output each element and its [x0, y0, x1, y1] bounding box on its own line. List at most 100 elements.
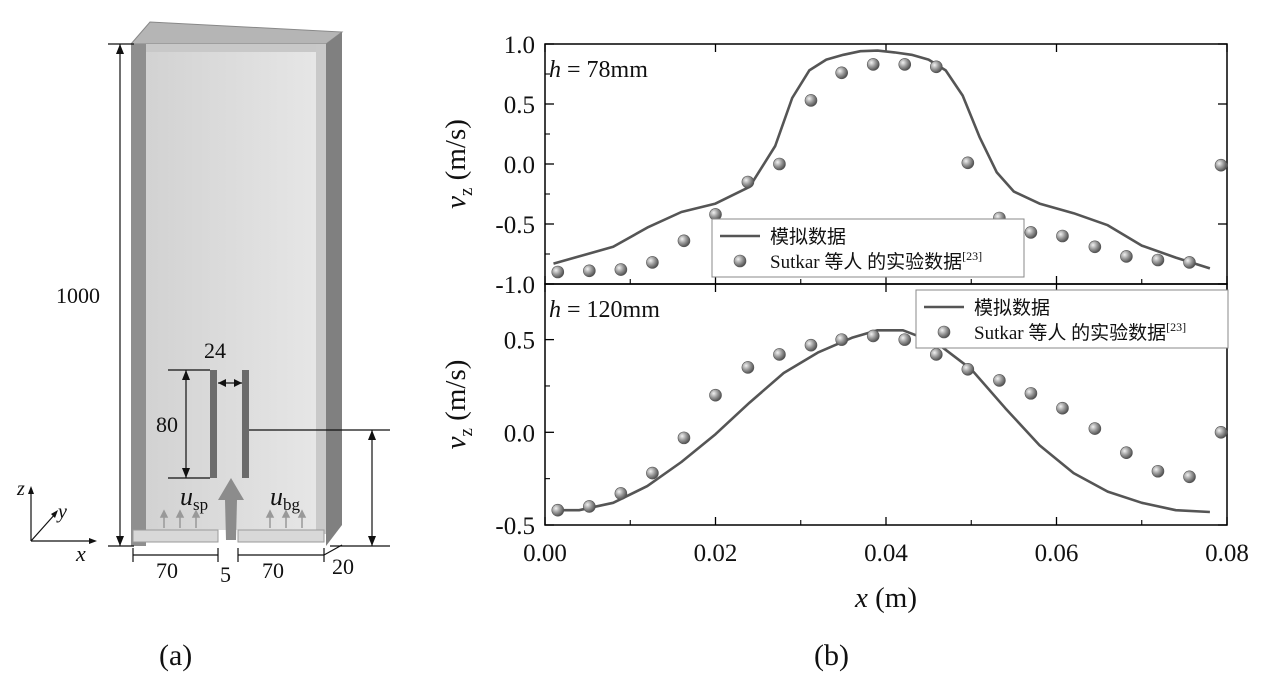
data-point-experiment [1214, 158, 1228, 172]
x-tick-label: 0.02 [694, 540, 738, 567]
column-left-wall [131, 44, 146, 546]
data-point-experiment [1214, 426, 1228, 439]
data-point-experiment [583, 500, 596, 513]
label-u-sp: usp [180, 482, 208, 514]
data-point-experiment [1056, 401, 1069, 415]
legend-box [915, 289, 1229, 349]
panel-height-annotation: h = 78mm [549, 57, 648, 83]
legend-label-simulation: 模拟数据 [974, 297, 1050, 319]
data-point-experiment [993, 374, 1006, 387]
series-line-simulation [553, 49, 1211, 270]
x-tick-label: 0.04 [864, 540, 908, 567]
data-point-experiment [741, 361, 755, 374]
column-inner-back [146, 52, 316, 530]
panel-b-label: (b) [814, 639, 849, 672]
data-point-experiment [709, 388, 722, 402]
column-schematic [129, 21, 344, 546]
data-point-experiment [866, 58, 880, 71]
data-point-experiment [583, 264, 596, 278]
background-flow-arrows [159, 509, 307, 528]
data-point-experiment [551, 265, 565, 279]
data-point-experiment [551, 503, 565, 517]
data-point-experiment [835, 66, 848, 80]
data-point-experiment [1024, 226, 1038, 239]
series-line-simulation [553, 329, 1210, 514]
coordinate-triad [30, 489, 94, 542]
y-tick-label: 0.5 [504, 328, 535, 355]
data-point-experiment [614, 487, 628, 500]
legend-label-experiment: Sutkar 等人 的实验数据[23] [770, 249, 982, 273]
data-point-experiment [961, 156, 975, 170]
data-point-experiment [1183, 470, 1196, 484]
axis-x-label: x [75, 541, 86, 566]
legend-marker-swatch [733, 254, 747, 268]
dim-depth-20: 20 [332, 554, 354, 579]
data-point-experiment [804, 94, 818, 107]
data-point-experiment [866, 329, 880, 343]
data-point-experiment [1088, 422, 1102, 435]
dim-nozzle-width-5: 5 [220, 562, 231, 587]
baffle-left [210, 370, 217, 478]
data-point-experiment [1183, 256, 1196, 269]
sparger-jet-arrow [218, 478, 244, 540]
data-point-experiment [1056, 229, 1069, 243]
dimension-lines [108, 43, 390, 562]
data-point-experiment [646, 256, 659, 269]
data-point-experiment [1120, 446, 1133, 460]
column-bottom-right [237, 529, 325, 543]
x-tick-label: 0.00 [523, 540, 567, 567]
y-tick-label: 0.0 [504, 420, 535, 447]
column-bottom-left [132, 529, 219, 543]
dim-right-width-70: 70 [262, 558, 284, 583]
column-right-wall-front [316, 44, 326, 534]
data-point-experiment [898, 58, 912, 71]
x-axis-title: x (m) [854, 582, 917, 614]
data-point-experiment [961, 362, 975, 376]
y-tick-label: 0.5 [504, 92, 535, 119]
legend-marker-swatch [937, 325, 951, 339]
data-point-experiment [677, 431, 691, 445]
dimension-arrowheads [116, 44, 376, 546]
data-point-experiment [835, 333, 848, 346]
legend-box [711, 218, 1025, 278]
y-tick-label: 0.0 [504, 152, 535, 179]
x-tick-label: 0.06 [1035, 540, 1079, 567]
axis-y-label: y [56, 501, 67, 523]
y-tick-label: -1.0 [495, 272, 535, 299]
data-point-experiment [741, 175, 755, 189]
y-axis-title: vz (m/s) [440, 360, 477, 450]
y-axis-title: vz (m/s) [440, 119, 477, 209]
panel-a-label: (a) [159, 639, 192, 672]
baffle-right [242, 370, 249, 478]
axis-z-label: z [16, 478, 25, 500]
y-tick-label: -0.5 [495, 513, 535, 540]
data-point-experiment [929, 348, 943, 361]
data-point-experiment [1151, 464, 1165, 478]
coordinate-triad-heads [28, 486, 97, 544]
legend-label-simulation: 模拟数据 [770, 226, 846, 248]
data-point-experiment [773, 348, 786, 361]
y-tick-label: -0.5 [495, 212, 535, 239]
data-point-experiment [1151, 253, 1165, 267]
column-right-side-face [326, 32, 342, 546]
data-point-experiment [1088, 240, 1102, 254]
legend-label-experiment: Sutkar 等人 的实验数据[23] [974, 320, 1186, 344]
data-point-experiment [677, 234, 691, 248]
data-point-experiment [646, 466, 659, 480]
label-u-bg: ubg [270, 482, 301, 514]
dim-left-width-70: 70 [156, 558, 178, 583]
data-point-experiment [773, 157, 786, 171]
dim-baffle-gap-24: 24 [204, 338, 226, 363]
data-point-experiment [614, 263, 628, 276]
column-top-face [129, 21, 344, 45]
dim-baffle-height-80: 80 [156, 412, 178, 437]
y-tick-label: 1.0 [504, 32, 535, 59]
panel-height-annotation: h = 120mm [549, 297, 660, 323]
column-top-inner-edge [146, 44, 316, 52]
data-point-experiment [929, 60, 943, 74]
